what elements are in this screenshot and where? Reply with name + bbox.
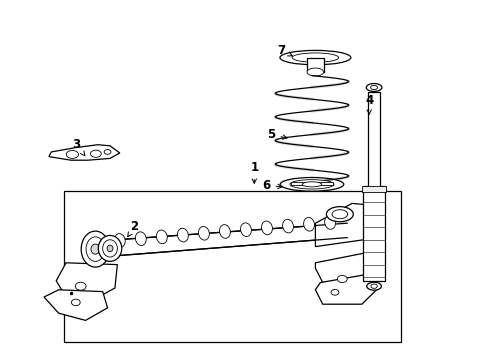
Ellipse shape bbox=[337, 275, 346, 283]
Ellipse shape bbox=[370, 284, 377, 288]
Text: 3: 3 bbox=[72, 138, 85, 156]
Ellipse shape bbox=[107, 245, 113, 252]
Ellipse shape bbox=[331, 210, 347, 219]
Bar bbox=[63, 191, 400, 342]
Text: 7: 7 bbox=[277, 44, 292, 57]
Ellipse shape bbox=[71, 299, 80, 306]
Ellipse shape bbox=[156, 230, 167, 244]
Ellipse shape bbox=[91, 244, 100, 254]
Ellipse shape bbox=[261, 221, 272, 235]
Ellipse shape bbox=[303, 217, 314, 231]
Ellipse shape bbox=[279, 50, 350, 65]
Polygon shape bbox=[367, 92, 379, 190]
Ellipse shape bbox=[302, 182, 321, 187]
Ellipse shape bbox=[114, 234, 125, 247]
Polygon shape bbox=[363, 186, 384, 281]
Text: 5: 5 bbox=[267, 129, 286, 141]
Ellipse shape bbox=[135, 232, 146, 246]
Ellipse shape bbox=[282, 219, 293, 233]
Ellipse shape bbox=[366, 84, 381, 91]
Ellipse shape bbox=[330, 289, 338, 295]
Polygon shape bbox=[306, 58, 323, 72]
Text: 4: 4 bbox=[365, 94, 372, 114]
Polygon shape bbox=[291, 182, 332, 185]
Polygon shape bbox=[44, 290, 107, 320]
Ellipse shape bbox=[366, 282, 381, 290]
Polygon shape bbox=[95, 223, 349, 257]
Ellipse shape bbox=[306, 68, 323, 76]
Polygon shape bbox=[315, 250, 381, 283]
Ellipse shape bbox=[86, 237, 104, 261]
Ellipse shape bbox=[240, 223, 251, 237]
Ellipse shape bbox=[326, 207, 352, 222]
Text: 2: 2 bbox=[127, 220, 138, 237]
Polygon shape bbox=[315, 274, 376, 304]
Ellipse shape bbox=[291, 53, 338, 62]
Ellipse shape bbox=[81, 231, 109, 267]
Ellipse shape bbox=[219, 225, 230, 238]
Ellipse shape bbox=[90, 150, 101, 157]
Ellipse shape bbox=[104, 150, 111, 154]
Ellipse shape bbox=[324, 216, 335, 229]
Ellipse shape bbox=[289, 180, 333, 189]
Polygon shape bbox=[368, 202, 383, 238]
Polygon shape bbox=[56, 263, 117, 304]
Polygon shape bbox=[361, 186, 386, 192]
Text: 6: 6 bbox=[262, 179, 282, 192]
Text: 1: 1 bbox=[250, 161, 258, 183]
Ellipse shape bbox=[370, 85, 377, 90]
Ellipse shape bbox=[177, 228, 188, 242]
Ellipse shape bbox=[102, 240, 117, 257]
Ellipse shape bbox=[75, 282, 86, 290]
Ellipse shape bbox=[66, 150, 78, 158]
Polygon shape bbox=[49, 145, 120, 160]
Polygon shape bbox=[315, 203, 381, 247]
Ellipse shape bbox=[280, 177, 343, 191]
Ellipse shape bbox=[98, 235, 122, 261]
Ellipse shape bbox=[198, 226, 209, 240]
